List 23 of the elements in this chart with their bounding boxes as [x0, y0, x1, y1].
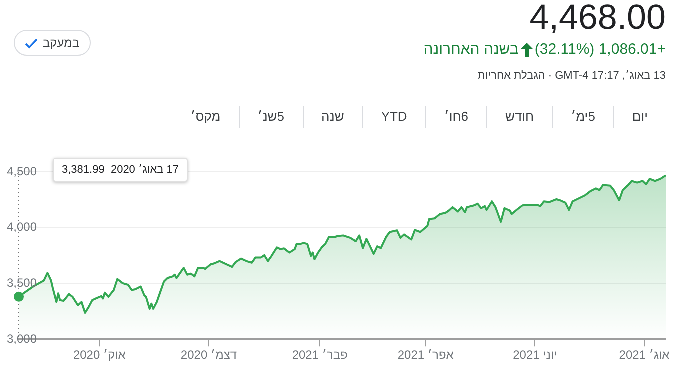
text: יום	[613, 106, 666, 128]
text: במעקב	[43, 36, 80, 50]
x-tick-label: אוג׳ 2021	[619, 348, 670, 362]
y-tick-label: 3,500	[7, 276, 38, 290]
chart-subtitle: +1,086.01 (32.11%)	[534, 41, 666, 58]
text: YTD	[362, 106, 426, 128]
text: בשנה האחרונה	[424, 41, 519, 58]
chart-title: 4,468.00	[530, 0, 666, 38]
text: 6חו׳	[425, 106, 486, 128]
text: חודש	[486, 106, 552, 128]
x-tick-label: אוק׳ 2020	[73, 348, 126, 362]
text: שנה	[302, 106, 362, 128]
x-tick-label: אפר׳ 2021	[398, 348, 454, 362]
text: 5ימ׳	[552, 106, 614, 128]
x-tick-label: יוני 2021	[513, 348, 558, 362]
text: 13 באוג׳, 17:17 GMT-4 · הגבלת אחריות	[478, 70, 666, 82]
text: מקס׳	[190, 108, 222, 126]
x-tick-label: פבר׳ 2021	[292, 348, 348, 362]
x-tick-label: דצמ׳ 2020	[180, 348, 238, 362]
annotation: 17 באוג׳ 2020 3,381.99	[53, 158, 188, 182]
y-tick-label: 4,500	[7, 164, 38, 178]
y-tick-label: 4,000	[7, 220, 38, 234]
text: 5שנ׳	[238, 106, 303, 128]
